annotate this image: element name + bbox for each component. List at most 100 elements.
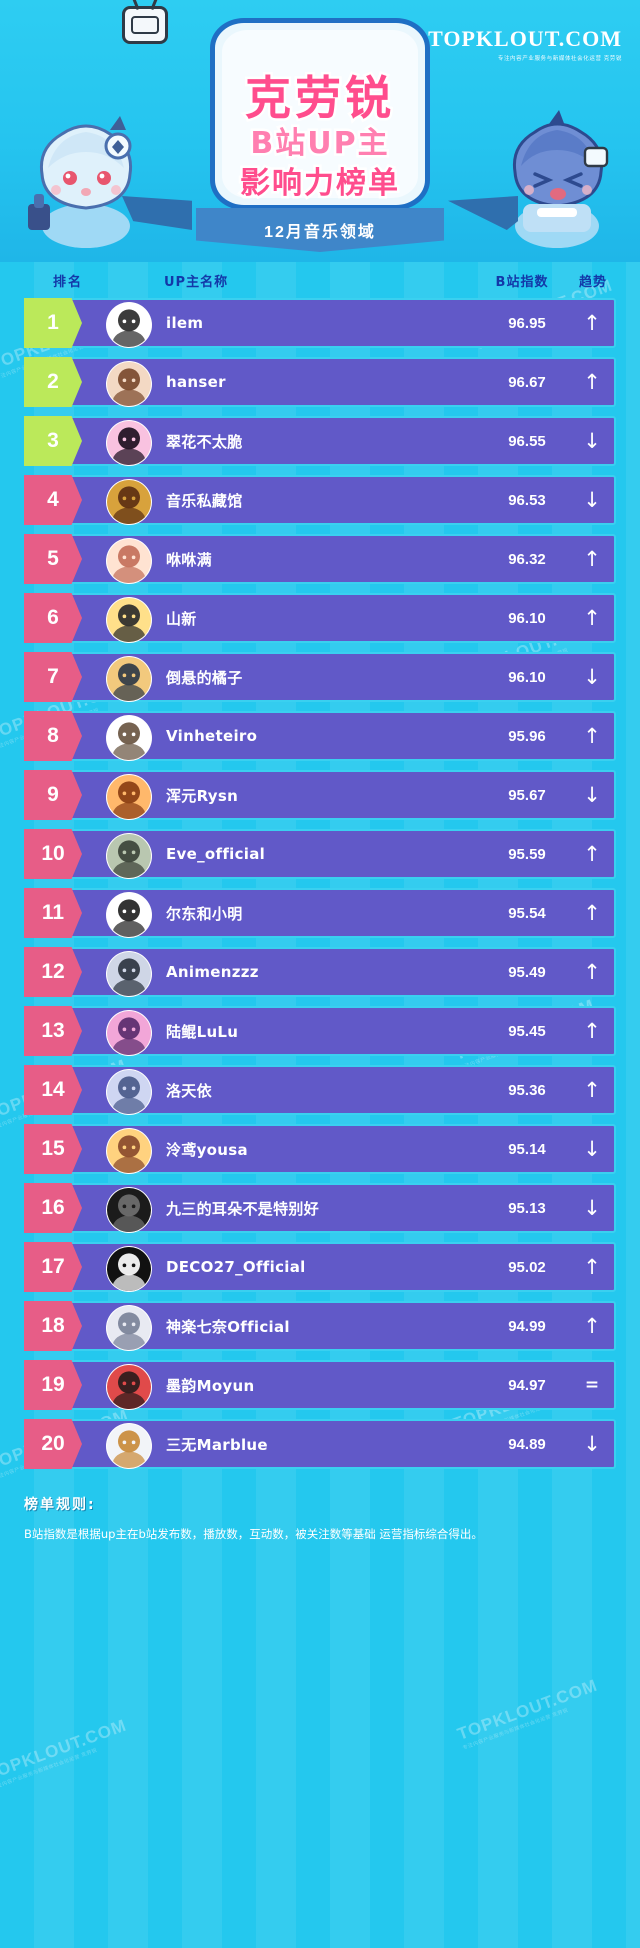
table-row[interactable]: 14 洛天依 95.36 ↑ — [24, 1065, 616, 1115]
bilibili-index-value: 96.10 — [508, 609, 546, 627]
up-name[interactable]: 倒悬的橘子 — [166, 668, 243, 687]
bilibili-index-value: 95.13 — [508, 1199, 546, 1217]
table-row[interactable]: 5 咻咻满 96.32 ↑ — [24, 534, 616, 584]
table-row[interactable]: 11 尔东和小明 95.54 ↑ — [24, 888, 616, 938]
erdong-avatar — [106, 892, 152, 938]
rank-badge: 16 — [24, 1183, 82, 1233]
category-ribbon: 12月音乐领域 — [196, 208, 444, 252]
bilibili-index-value: 96.32 — [508, 550, 546, 568]
table-row[interactable]: 10 Eve_official 95.59 ↑ — [24, 829, 616, 879]
up-name[interactable]: 神楽七奈Official — [166, 1317, 290, 1336]
rank-badge: 2 — [24, 357, 82, 407]
up-name[interactable]: 三无Marblue — [166, 1435, 268, 1454]
bilibili-index-value: 95.59 — [508, 845, 546, 863]
bilibili-index-value: 94.99 — [508, 1317, 546, 1335]
cuihua-avatar — [106, 420, 152, 466]
rank-badge: 18 — [24, 1301, 82, 1351]
rank-badge: 8 — [24, 711, 82, 761]
trend-down-icon: ↓ — [583, 665, 601, 689]
bilibili-index-value: 95.54 — [508, 904, 546, 922]
brand-logo: TOPKLOUT.COM 专注内容产业服务与新媒体社会化运营 克劳锐 — [428, 26, 622, 62]
page-subtitle-1: B站UP主 — [248, 124, 390, 164]
page-banner: TOPKLOUT.COM 专注内容产业服务与新媒体社会化运营 克劳锐 克劳锐 B… — [0, 0, 640, 262]
brand-name: TOPKLOUT.COM — [428, 26, 622, 51]
bilibili-index-value: 95.96 — [508, 727, 546, 745]
rank-badge: 3 — [24, 416, 82, 466]
up-name[interactable]: 山新 — [166, 609, 197, 628]
rank-badge: 12 — [24, 947, 82, 997]
table-row[interactable]: 17 DECO27_Official 95.02 ↑ — [24, 1242, 616, 1292]
animenz-avatar — [106, 951, 152, 997]
trend-up-icon: ↑ — [583, 724, 601, 748]
table-row[interactable]: 8 Vinheteiro 95.96 ↑ — [24, 711, 616, 761]
bilibili-index-value: 95.36 — [508, 1081, 546, 1099]
up-name[interactable]: 咻咻满 — [166, 550, 212, 569]
up-name[interactable]: 九三的耳朵不是特别好 — [166, 1199, 320, 1218]
table-row[interactable]: 6 山新 96.10 ↑ — [24, 593, 616, 643]
rank-badge: 14 — [24, 1065, 82, 1115]
up-name[interactable]: 墨韵Moyun — [166, 1376, 255, 1395]
up-name[interactable]: ilem — [166, 314, 204, 332]
table-row[interactable]: 12 Animenzzz 95.49 ↑ — [24, 947, 616, 997]
up-name[interactable]: 音乐私藏馆 — [166, 491, 243, 510]
up-name[interactable]: 陆鲲LuLu — [166, 1022, 239, 1041]
bilibili-index-value: 96.10 — [508, 668, 546, 686]
column-header-trend: 趋势 — [578, 274, 607, 290]
shanxin-avatar — [106, 597, 152, 643]
bilibili-index-value: 95.45 — [508, 1022, 546, 1040]
up-name[interactable]: hanser — [166, 373, 226, 391]
table-row[interactable]: 18 神楽七奈Official 94.99 ↑ — [24, 1301, 616, 1351]
table-row[interactable]: 2 hanser 96.67 ↑ — [24, 357, 616, 407]
moyun-avatar — [106, 1364, 152, 1410]
table-row[interactable]: 20 三无Marblue 94.89 ↓ — [24, 1419, 616, 1469]
trend-down-icon: ↓ — [583, 783, 601, 807]
table-row[interactable]: 3 翠花不太脆 96.55 ↓ — [24, 416, 616, 466]
up-name[interactable]: 洛天依 — [166, 1081, 212, 1100]
up-name[interactable]: Eve_official — [166, 845, 266, 863]
luotianyi-avatar — [106, 1069, 152, 1115]
up-name[interactable]: Animenzzz — [166, 963, 259, 981]
up-name[interactable]: 浑元Rysn — [166, 786, 239, 805]
table-row[interactable]: 19 墨韵Moyun 94.97 = — [24, 1360, 616, 1410]
table-row[interactable]: 13 陆鲲LuLu 95.45 ↑ — [24, 1006, 616, 1056]
trend-up-icon: ↑ — [583, 311, 601, 335]
table-body: 1 ilem 96.95 ↑ 2 hanser 96.67 ↑ 3 翠花不太脆 96.55 ↓ 4… — [24, 298, 616, 1469]
daoxuan-avatar — [106, 656, 152, 702]
jiusan-avatar — [106, 1187, 152, 1233]
rank-badge: 5 — [24, 534, 82, 584]
eve-avatar — [106, 833, 152, 879]
table-row[interactable]: 15 泠鸢yousa 95.14 ↓ — [24, 1124, 616, 1174]
rank-badge: 19 — [24, 1360, 82, 1410]
trend-up-icon: ↑ — [583, 901, 601, 925]
table-row[interactable]: 16 九三的耳朵不是特别好 95.13 ↓ — [24, 1183, 616, 1233]
up-name[interactable]: DECO27_Official — [166, 1258, 306, 1276]
up-name[interactable]: 泠鸢yousa — [166, 1140, 248, 1159]
rank-badge: 13 — [24, 1006, 82, 1056]
table-column-headers: 排名 UP主名称 B站指数 趋势 — [24, 262, 616, 298]
hanser-avatar — [106, 361, 152, 407]
rank-badge: 20 — [24, 1419, 82, 1469]
lulu-avatar — [106, 1010, 152, 1056]
trend-down-icon: ↓ — [583, 429, 601, 453]
up-name[interactable]: Vinheteiro — [166, 727, 258, 745]
rank-badge: 15 — [24, 1124, 82, 1174]
table-row[interactable]: 4 音乐私藏馆 96.53 ↓ — [24, 475, 616, 525]
up-name[interactable]: 尔东和小明 — [166, 904, 243, 923]
rank-badge: 11 — [24, 888, 82, 938]
bilibili-index-value: 95.02 — [508, 1258, 546, 1276]
rules-body: B站指数是根据up主在b站发布数，播放数，互动数，被关注数等基础 运营指标综合得… — [24, 1527, 483, 1541]
trend-up-icon: ↑ — [583, 547, 601, 571]
xiuxiuman-avatar — [106, 538, 152, 584]
kagura-avatar — [106, 1305, 152, 1351]
bilibili-index-value: 96.55 — [508, 432, 546, 450]
rank-badge: 7 — [24, 652, 82, 702]
table-row[interactable]: 1 ilem 96.95 ↑ — [24, 298, 616, 348]
rules-title: 榜单规则: — [24, 1497, 96, 1513]
trend-up-icon: ↑ — [583, 370, 601, 394]
table-row[interactable]: 9 浑元Rysn 95.67 ↓ — [24, 770, 616, 820]
bilibili-index-value: 96.67 — [508, 373, 546, 391]
up-name[interactable]: 翠花不太脆 — [166, 432, 243, 451]
rank-badge: 9 — [24, 770, 82, 820]
table-row[interactable]: 7 倒悬的橘子 96.10 ↓ — [24, 652, 616, 702]
